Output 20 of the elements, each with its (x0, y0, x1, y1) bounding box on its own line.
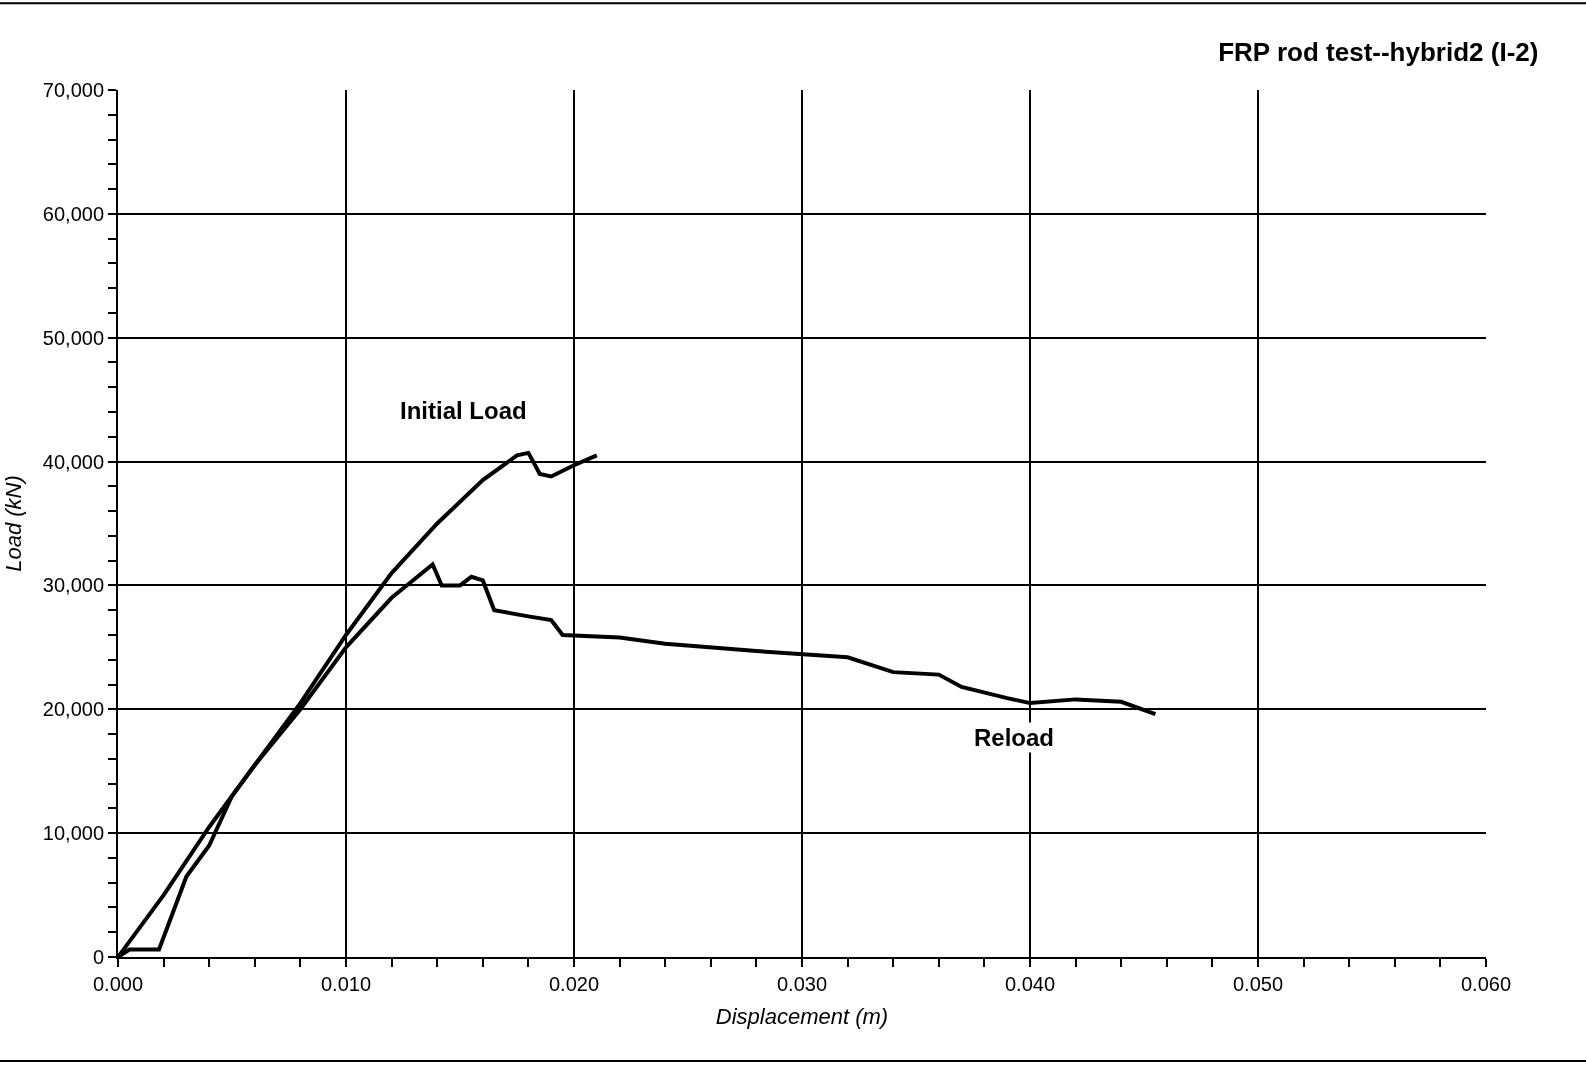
x-tick-label: 0.040 (1004, 973, 1056, 995)
x-tick-label: 0.020 (548, 973, 600, 995)
x-tick-label: 0.030 (776, 973, 828, 995)
y-tick-label: 60,000 (42, 202, 104, 225)
y-tick-label: 10,000 (42, 822, 104, 845)
annotation: Initial Load (400, 397, 527, 424)
x-tick-label: 0.010 (320, 973, 372, 995)
x-tick-label: 0.050 (1232, 973, 1284, 995)
y-tick-label: 20,000 (42, 698, 104, 721)
y-tick-label: 40,000 (42, 450, 104, 473)
y-tick-label: 30,000 (42, 574, 104, 597)
y-tick-label: 50,000 (42, 326, 104, 349)
y-tick-label: 0 (92, 946, 104, 968)
y-axis-title: Load (kN) (1, 475, 27, 572)
chart-title: FRP rod test--hybrid2 (I-2) (1218, 36, 1539, 67)
x-tick-label: 0.000 (92, 973, 144, 995)
y-tick-label: 70,000 (42, 79, 104, 101)
x-tick-label: 0.060 (1460, 973, 1512, 995)
x-axis-title: Displacement (m) (715, 1004, 889, 1030)
annotation: Reload (974, 724, 1055, 751)
